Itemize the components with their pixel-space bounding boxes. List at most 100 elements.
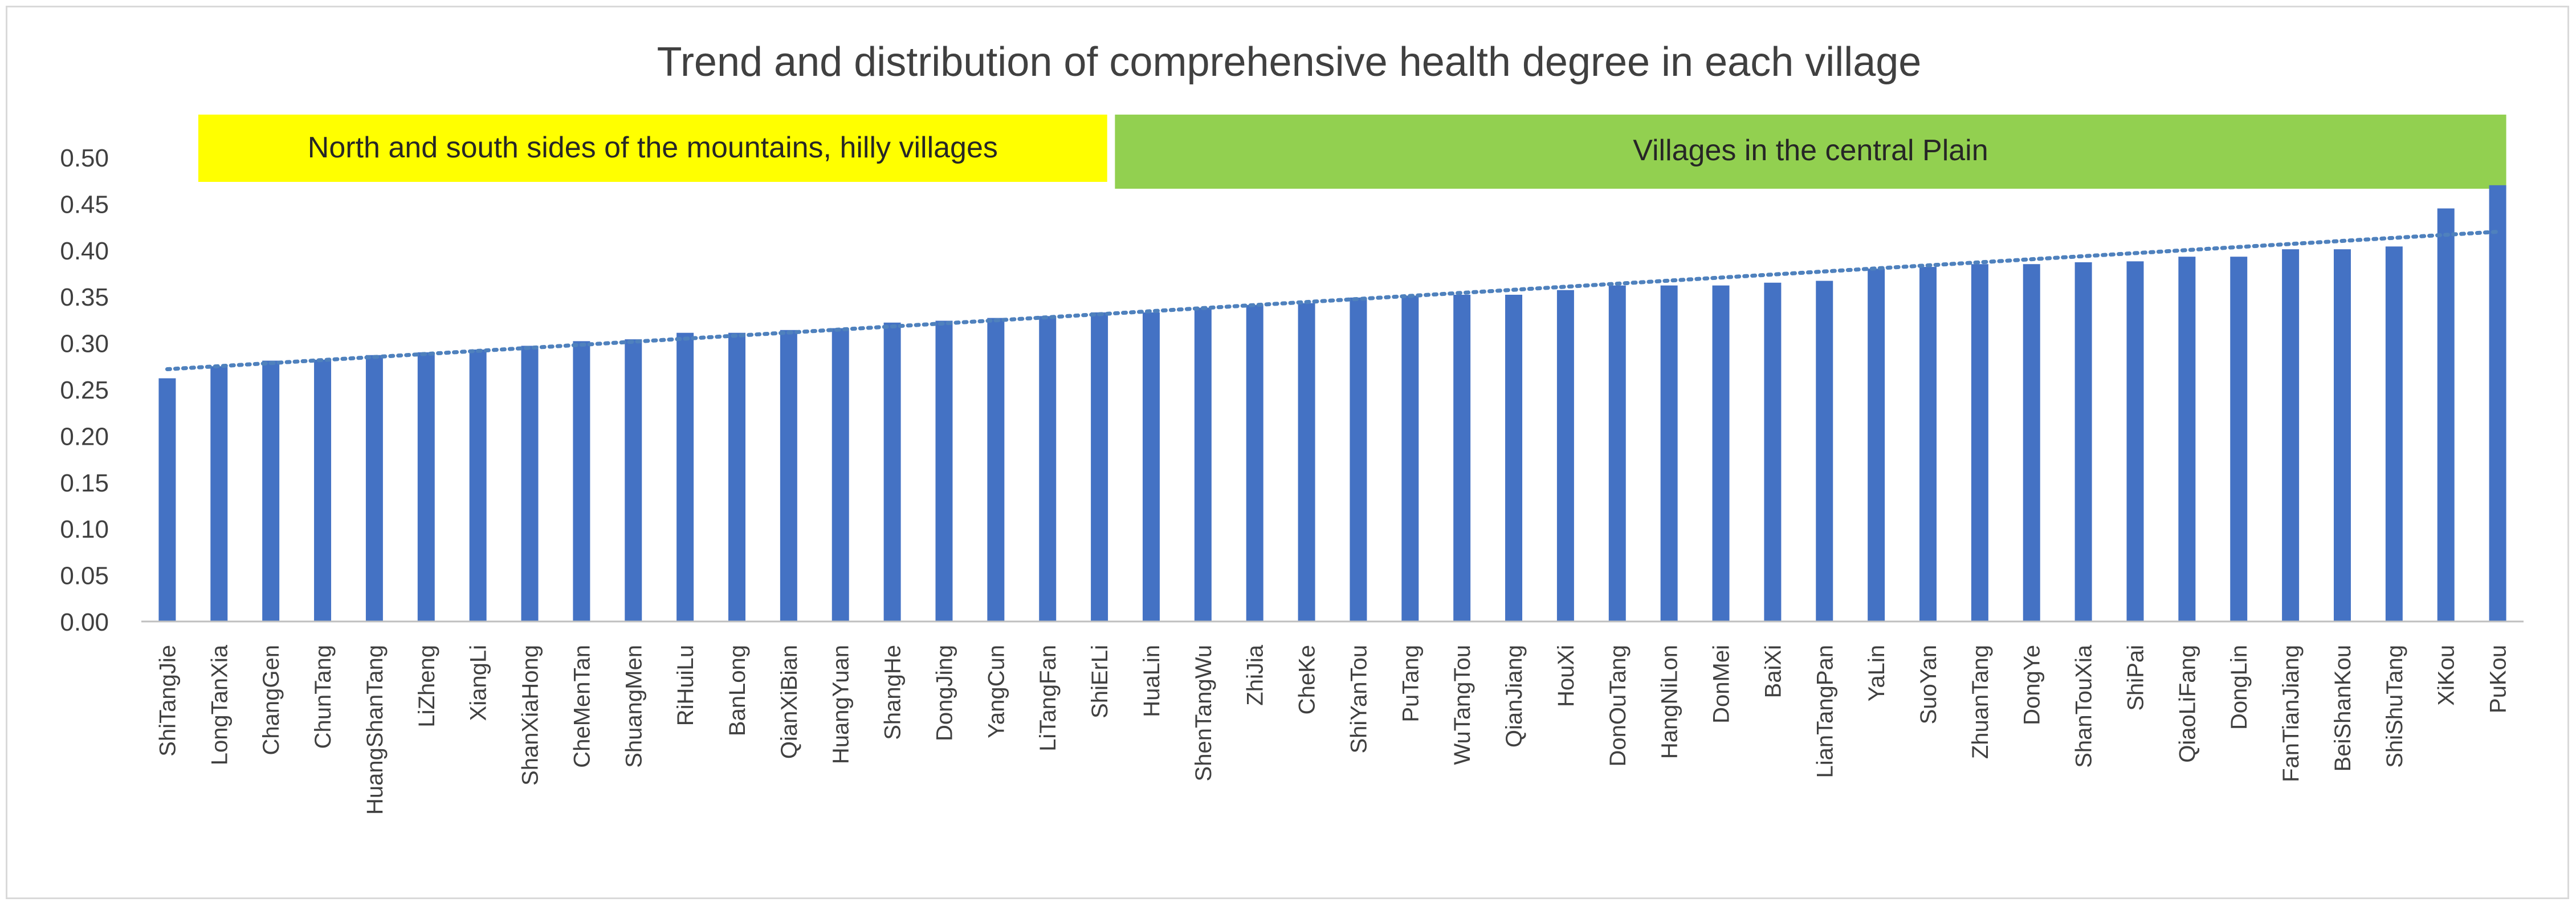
x-tick-label: CheMenTan xyxy=(569,645,594,768)
x-tick-label: ShiTangJie xyxy=(155,645,180,757)
bar-PuKou xyxy=(2489,185,2506,622)
bar-DongLin xyxy=(2230,257,2248,621)
y-tick-label: 0.45 xyxy=(60,190,109,218)
bar-ZhiJia xyxy=(1246,304,1263,621)
annotation-hilly-label: North and south sides of the mountains, … xyxy=(308,131,998,164)
x-tick-label: YaLin xyxy=(1864,645,1889,701)
bar-ShiErLi xyxy=(1091,312,1108,621)
bar-ShanTouXia xyxy=(2074,262,2092,621)
bar-HuangYuan xyxy=(832,328,849,621)
bar-DonOuTang xyxy=(1608,285,1626,621)
bar-BanLong xyxy=(728,332,745,621)
x-tick-label: ShiPai xyxy=(2123,645,2148,711)
y-tick-label: 0.35 xyxy=(60,283,109,311)
bar-ShiShuTang xyxy=(2385,246,2403,622)
x-tick-label: YangCun xyxy=(984,645,1009,738)
x-tick-label: RiHuiLu xyxy=(673,645,698,726)
x-tick-label: XiangLi xyxy=(466,645,491,721)
y-tick-label: 0.50 xyxy=(60,144,109,172)
x-tick-label: BeiShanKou xyxy=(2330,645,2355,771)
x-tick-label: ZhuanTang xyxy=(1968,645,1993,759)
x-tick-label: DongLin xyxy=(2227,645,2252,730)
y-tick-label: 0.15 xyxy=(60,469,109,497)
bar-DonMei xyxy=(1712,285,1730,621)
x-tick-label: QianXiBian xyxy=(777,645,802,759)
bar-HuangShanTang xyxy=(365,355,383,621)
annotation-plain-box xyxy=(1115,115,2506,189)
x-tick-label: BanLong xyxy=(725,645,750,736)
x-tick-label: ShiErLi xyxy=(1087,645,1112,718)
bar-ShiTangJie xyxy=(158,378,176,621)
bar-FanTianJiang xyxy=(2282,249,2300,621)
bar-CheMenTan xyxy=(573,341,590,621)
annotation-hilly-villages: North and south sides of the mountains, … xyxy=(198,115,1107,182)
y-axis-tick-labels: 0.00 0.05 0.10 0.15 0.20 0.25 0.30 0.35 0.40 0.45… xyxy=(60,144,109,636)
bar-HangNiLon xyxy=(1660,285,1678,621)
x-tick-label: LongTanXia xyxy=(207,644,232,765)
bar-BeiShanKou xyxy=(2333,249,2351,621)
x-tick-label: PuTang xyxy=(1398,645,1423,722)
bar-HouXi xyxy=(1556,290,1574,622)
bar-LianTangPan xyxy=(1816,281,1833,621)
x-tick-label: CheKe xyxy=(1295,645,1320,714)
bar-LongTanXia xyxy=(210,366,228,621)
bar-series xyxy=(158,185,2506,622)
x-tick-label: XiKou xyxy=(2434,645,2459,706)
bar-SuoYan xyxy=(1919,267,1937,621)
bar-XiKou xyxy=(2437,208,2455,621)
bar-YaLin xyxy=(1868,269,1885,621)
bar-ShiYanTou xyxy=(1350,297,1367,621)
x-tick-label: FanTianJiang xyxy=(2279,645,2304,782)
x-tick-label: ZhiJia xyxy=(1243,644,1268,705)
x-tick-label: ShangHe xyxy=(881,645,906,740)
bar-ShuangMen xyxy=(625,339,642,621)
x-tick-label: ShuangMen xyxy=(621,645,646,768)
linear-trendline xyxy=(165,229,2500,372)
y-tick-label: 0.05 xyxy=(60,562,109,590)
x-tick-label: HuangYuan xyxy=(829,645,854,764)
x-tick-label: QianJiang xyxy=(1502,645,1527,747)
x-tick-label: ChunTang xyxy=(311,645,336,749)
bar-DongJing xyxy=(935,320,953,621)
x-tick-label: DonMei xyxy=(1709,645,1734,724)
bar-XiangLi xyxy=(469,349,487,621)
bar-BaiXi xyxy=(1764,282,1782,621)
x-tick-label: ShenTangWu xyxy=(1191,645,1216,781)
y-tick-label: 0.10 xyxy=(60,515,109,543)
x-tick-label: ShanTouXia xyxy=(2072,644,2097,767)
bar-ShiPai xyxy=(2126,261,2144,621)
x-tick-label: LiTangFan xyxy=(1036,645,1061,751)
x-tick-label: ChangGen xyxy=(259,645,284,755)
bar-QianXiBian xyxy=(780,330,797,621)
bar-CheKe xyxy=(1298,303,1315,621)
bar-HuaLin xyxy=(1142,312,1160,621)
x-tick-label: DongYe xyxy=(2020,645,2045,725)
bar-LiTangFan xyxy=(1039,316,1057,621)
bar-ChunTang xyxy=(314,359,332,621)
chart-frame: Trend and distribution of comprehensive … xyxy=(6,6,2569,899)
annotation-hilly-box xyxy=(198,115,1107,182)
bar-ChangGen xyxy=(262,360,280,621)
x-tick-label: WuTangTou xyxy=(1450,645,1475,765)
x-tick-label: BaiXi xyxy=(1760,645,1786,698)
bar-chart: Trend and distribution of comprehensive … xyxy=(60,39,2524,815)
x-tick-label: LiZheng xyxy=(414,645,439,728)
bar-ShangHe xyxy=(883,322,901,621)
bar-WuTangTou xyxy=(1453,294,1471,621)
x-tick-label: ShanXiaHong xyxy=(518,645,543,786)
x-tick-label: HouXi xyxy=(1554,645,1579,707)
y-tick-label: 0.20 xyxy=(60,422,109,450)
x-tick-label: LianTangPan xyxy=(1812,645,1837,778)
bar-ShenTangWu xyxy=(1194,307,1212,621)
y-tick-label: 0.25 xyxy=(60,376,109,404)
bar-PuTang xyxy=(1401,295,1419,621)
y-tick-label: 0.40 xyxy=(60,237,109,265)
annotation-plain-label: Villages in the central Plain xyxy=(1633,134,1988,167)
x-tick-label: HuaLin xyxy=(1139,645,1164,717)
bar-ZhuanTang xyxy=(1971,264,1988,622)
x-tick-label: ShiYanTou xyxy=(1346,645,1371,754)
bar-QiaoLiFang xyxy=(2178,257,2196,621)
y-tick-label: 0.00 xyxy=(60,608,109,636)
bar-YangCun xyxy=(987,318,1005,621)
y-tick-label: 0.30 xyxy=(60,330,109,358)
